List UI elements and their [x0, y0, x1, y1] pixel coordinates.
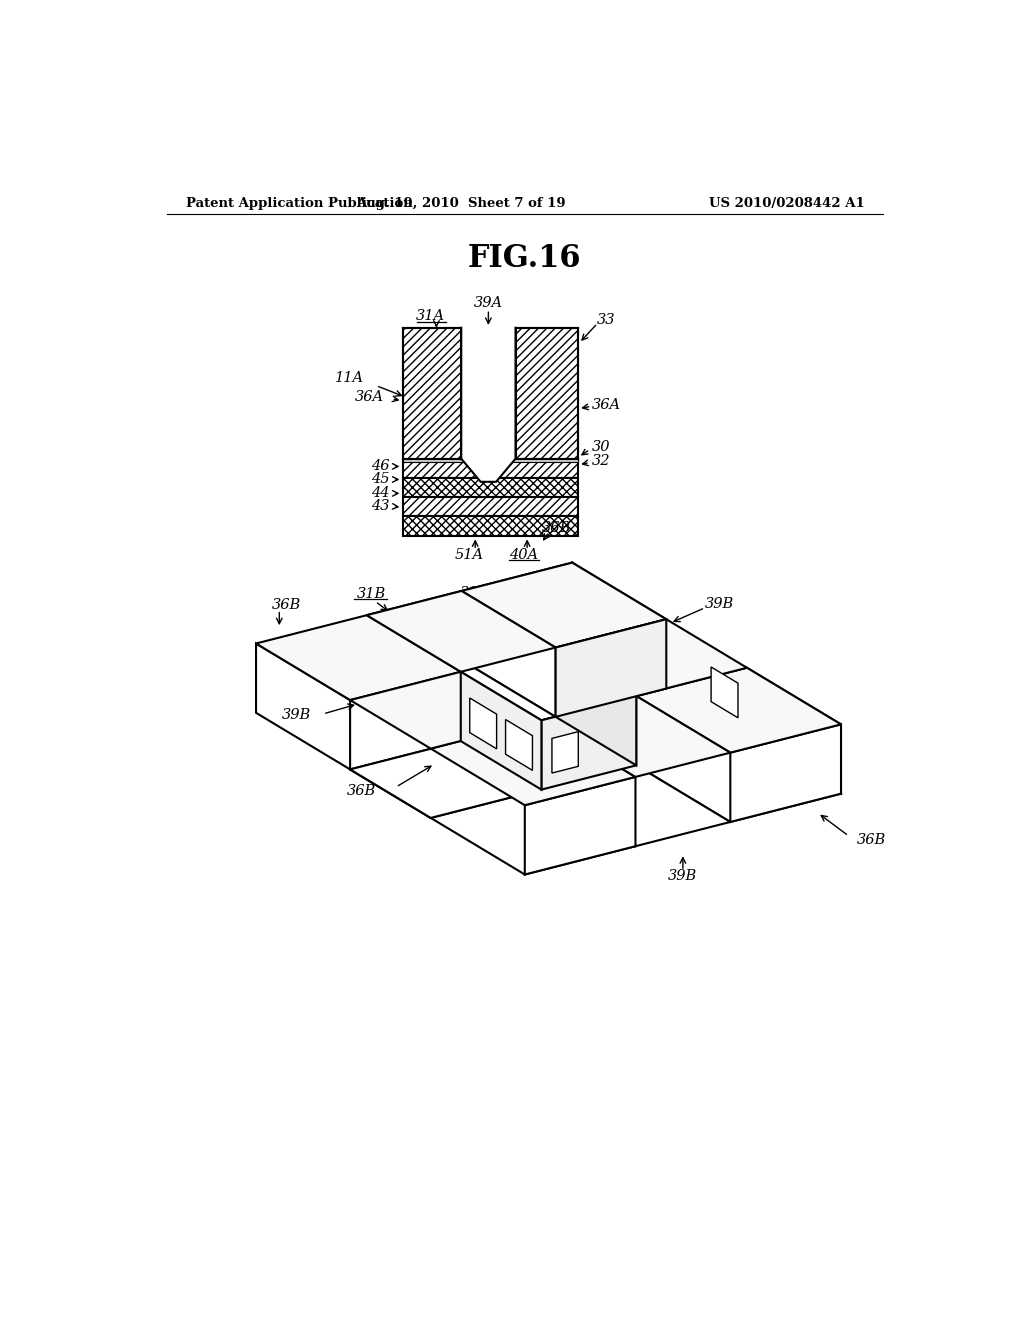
- Polygon shape: [403, 459, 578, 478]
- Text: 43: 43: [372, 499, 390, 513]
- Polygon shape: [542, 696, 730, 777]
- Text: 44: 44: [372, 486, 390, 500]
- Polygon shape: [515, 327, 578, 459]
- Polygon shape: [572, 562, 667, 689]
- Polygon shape: [506, 719, 532, 771]
- Text: 31B: 31B: [356, 586, 386, 601]
- Polygon shape: [350, 741, 542, 818]
- Polygon shape: [556, 619, 746, 696]
- Text: 11A: 11A: [335, 371, 365, 385]
- Text: 39B: 39B: [460, 586, 489, 601]
- Text: 40A: 40A: [509, 548, 538, 562]
- Polygon shape: [367, 591, 556, 672]
- Polygon shape: [431, 721, 636, 805]
- Polygon shape: [556, 619, 667, 717]
- Polygon shape: [403, 327, 461, 459]
- Text: Aug. 19, 2010  Sheet 7 of 19: Aug. 19, 2010 Sheet 7 of 19: [356, 197, 566, 210]
- Polygon shape: [256, 644, 350, 770]
- Polygon shape: [403, 478, 578, 498]
- Polygon shape: [461, 717, 636, 789]
- Polygon shape: [542, 696, 636, 789]
- Text: US 2010/0208442 A1: US 2010/0208442 A1: [710, 197, 865, 210]
- Polygon shape: [552, 731, 579, 774]
- Polygon shape: [636, 668, 841, 752]
- Polygon shape: [746, 668, 841, 793]
- Polygon shape: [524, 777, 636, 874]
- Text: 51A: 51A: [455, 548, 483, 562]
- Text: 39A: 39A: [474, 296, 503, 310]
- Polygon shape: [461, 327, 515, 482]
- Polygon shape: [367, 660, 556, 741]
- Polygon shape: [256, 615, 461, 700]
- Polygon shape: [462, 562, 667, 648]
- Text: FIG.16: FIG.16: [468, 243, 582, 275]
- Polygon shape: [350, 672, 542, 748]
- Text: 36A: 36A: [354, 391, 384, 404]
- Polygon shape: [556, 648, 636, 766]
- Text: 36A: 36A: [592, 397, 621, 412]
- Polygon shape: [542, 766, 730, 846]
- Text: 31A: 31A: [416, 309, 444, 323]
- Polygon shape: [730, 725, 841, 822]
- Polygon shape: [367, 562, 572, 685]
- Text: 45: 45: [372, 473, 390, 487]
- Text: 32: 32: [592, 454, 610, 469]
- Polygon shape: [403, 459, 578, 462]
- Polygon shape: [403, 498, 578, 516]
- Text: 39B: 39B: [282, 709, 311, 722]
- Text: 36B: 36B: [856, 833, 886, 847]
- Text: FIG.17: FIG.17: [468, 597, 582, 628]
- Polygon shape: [470, 698, 497, 748]
- Polygon shape: [556, 689, 746, 766]
- Text: 36B: 36B: [542, 521, 571, 535]
- Polygon shape: [403, 516, 578, 536]
- Text: 36B: 36B: [347, 784, 377, 799]
- Text: 46: 46: [372, 459, 390, 474]
- Text: 36B: 36B: [271, 598, 301, 612]
- Text: 39B: 39B: [706, 597, 734, 611]
- Text: 33: 33: [597, 313, 615, 327]
- Polygon shape: [711, 667, 738, 718]
- Text: 39B: 39B: [669, 870, 697, 883]
- Text: Patent Application Publication: Patent Application Publication: [186, 197, 413, 210]
- Polygon shape: [461, 672, 542, 789]
- Text: 30: 30: [592, 440, 610, 454]
